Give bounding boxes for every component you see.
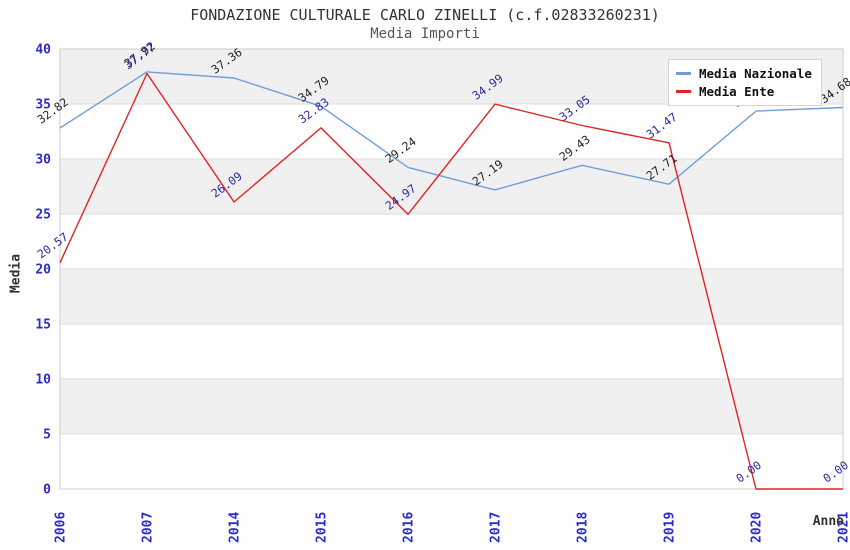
plot-border — [59, 48, 844, 490]
x-tick-label: 2019 — [663, 512, 678, 543]
y-tick-label: 20 — [35, 263, 51, 278]
series-line-media-nazionale — [59, 71, 844, 191]
grid-band — [60, 269, 843, 324]
x-tick-label: 2015 — [315, 512, 330, 543]
x-tick-label: 2014 — [228, 512, 243, 543]
series-line-media-ente — [59, 72, 843, 490]
x-tick-label: 2017 — [489, 512, 504, 543]
y-tick-label: 10 — [35, 373, 51, 388]
y-axis-title: Media — [8, 253, 24, 294]
grid-band — [60, 159, 843, 214]
x-axis-title: Anno — [812, 514, 844, 529]
y-tick-label: 15 — [35, 318, 51, 333]
grid-band — [60, 379, 843, 434]
y-tick-label: 5 — [43, 428, 51, 443]
x-tick-label: 2007 — [141, 512, 156, 543]
legend-item-media-ente: Media Ente — [676, 84, 812, 99]
x-tick-label: 2016 — [402, 512, 417, 543]
y-tick-label: 30 — [35, 153, 51, 168]
media-ente-line-swatch — [676, 90, 691, 93]
y-tick-label: 25 — [35, 208, 51, 223]
x-tick-label: 2006 — [54, 512, 69, 543]
y-tick-label: 35 — [35, 98, 51, 113]
legend-label: Media Ente — [699, 84, 775, 99]
chart-title: FONDAZIONE CULTURALE CARLO ZINELLI (c.f.… — [190, 6, 660, 24]
legend: Media Nazionale Media Ente — [668, 59, 822, 106]
y-tick-label: 0 — [43, 483, 51, 498]
chart-subtitle: Media Importi — [370, 26, 480, 42]
x-tick-label: 2020 — [750, 512, 765, 543]
media-nazionale-line-swatch — [676, 72, 691, 75]
legend-item-media-nazionale: Media Nazionale — [676, 66, 812, 81]
x-tick-label: 2021 — [837, 512, 850, 543]
y-tick-label: 40 — [35, 43, 51, 58]
legend-label: Media Nazionale — [699, 66, 812, 81]
x-tick-label: 2018 — [576, 512, 591, 543]
